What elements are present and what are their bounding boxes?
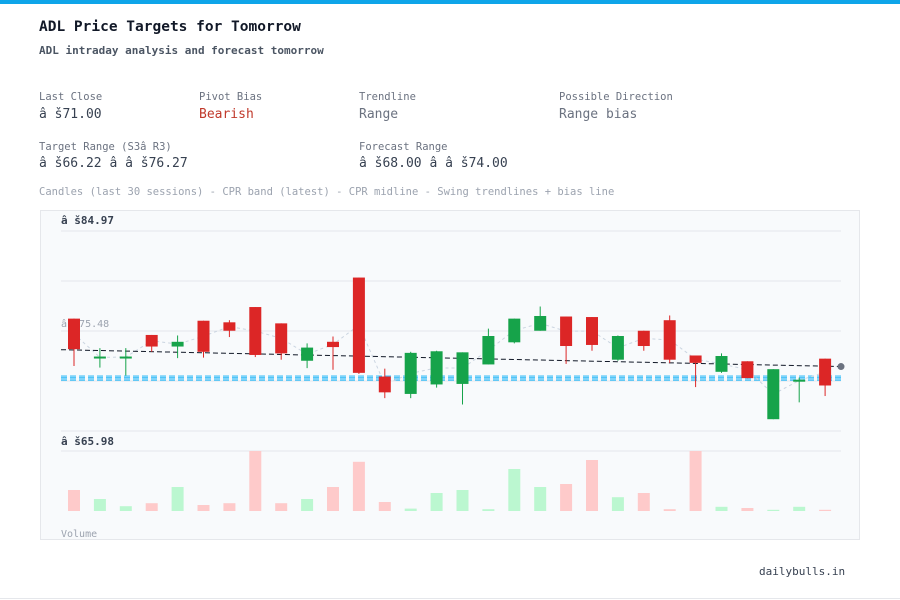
volume-bar <box>249 451 262 511</box>
last-close-label: Last Close <box>39 91 103 103</box>
y-axis-low-label: â š65.98 <box>61 435 114 448</box>
candle-body <box>456 352 469 384</box>
candle-body <box>560 316 573 347</box>
candle-body <box>197 320 210 352</box>
candle-body <box>767 369 780 420</box>
forecast-range-label: Forecast Range <box>359 141 448 153</box>
volume-bar <box>741 508 754 511</box>
candle-body <box>611 336 624 360</box>
candle-body <box>663 320 676 360</box>
candle-body <box>275 323 288 354</box>
volume-bar <box>689 451 702 511</box>
bias-line <box>60 349 842 368</box>
candle-body <box>119 356 132 359</box>
candle-body <box>145 334 158 347</box>
footer-divider <box>0 598 900 599</box>
candle-body <box>534 315 547 331</box>
volume-bar <box>352 461 365 511</box>
volume-bar <box>482 509 495 511</box>
page-title: ADL Price Targets for Tomorrow <box>39 19 301 35</box>
direction-label: Possible Direction <box>559 91 673 103</box>
volume-bar <box>378 502 391 511</box>
trendline-label: Trendline <box>359 91 416 103</box>
volume-bar <box>586 460 598 511</box>
candle-body <box>378 376 391 393</box>
target-range-label: Target Range (S3â R3) <box>39 141 172 153</box>
swing-trendline <box>73 322 826 395</box>
candle-body <box>819 358 832 386</box>
page-subtitle: ADL intraday analysis and forecast tomor… <box>39 44 324 57</box>
volume-bar <box>275 503 288 511</box>
volume-bar <box>560 484 573 511</box>
pivot-bias-value: Bearish <box>199 107 254 122</box>
volume-bar <box>793 506 806 511</box>
candle-body <box>715 356 728 372</box>
last-close-value: â š71.00 <box>39 107 102 122</box>
candle-body <box>93 356 106 359</box>
volume-bar <box>767 509 780 511</box>
candle-body <box>689 355 702 363</box>
volume-bar <box>819 509 832 511</box>
volume-bar <box>430 493 443 511</box>
candle-body <box>327 341 339 348</box>
target-range-value: â š66.22 â â š76.27 <box>39 156 188 171</box>
volume-bar <box>663 509 676 511</box>
volume-bar <box>637 493 650 511</box>
y-axis-high-label: â š84.97 <box>61 214 114 227</box>
candle-body <box>223 322 236 331</box>
volume-bar <box>404 508 417 511</box>
last-price-marker <box>837 363 845 371</box>
pivot-bias-label: Pivot Bias <box>199 91 263 103</box>
candle-body <box>301 347 314 361</box>
volume-bar <box>119 506 132 511</box>
volume-bar <box>456 490 469 511</box>
volume-bar <box>171 487 184 511</box>
volume-bar <box>223 503 236 511</box>
candle-body <box>586 317 598 345</box>
volume-bar <box>93 499 106 511</box>
candle-body <box>352 277 365 373</box>
chart-panel: â š84.97 â š75.48 â š65.98 Volume <box>40 210 860 540</box>
candle-body <box>741 361 754 379</box>
candle-body <box>404 352 417 394</box>
candle-body <box>68 318 80 350</box>
candle-body <box>430 351 443 385</box>
forecast-range-value: â š68.00 â â š74.00 <box>359 156 508 171</box>
candle-body <box>249 307 262 355</box>
candle-body <box>508 318 521 343</box>
volume-bar <box>611 497 624 511</box>
volume-bar <box>145 503 158 511</box>
chart-caption: Candles (last 30 sessions) - CPR band (l… <box>39 186 615 198</box>
footer-brand: dailybulls.in <box>759 565 846 578</box>
volume-bar <box>197 505 210 511</box>
volume-bar <box>508 469 521 511</box>
volume-bar <box>68 490 80 511</box>
candle-body <box>482 336 495 365</box>
direction-value: Range bias <box>559 107 638 122</box>
volume-bar <box>301 499 314 511</box>
volume-bar <box>327 487 339 511</box>
trendline-value: Range <box>359 107 399 122</box>
top-accent-bar <box>0 0 900 4</box>
volume-bar <box>715 506 728 511</box>
candle-body <box>171 341 184 347</box>
volume-label: Volume <box>61 529 97 540</box>
candle-body <box>793 379 806 382</box>
volume-bar <box>534 487 547 511</box>
candle-body <box>637 330 650 347</box>
